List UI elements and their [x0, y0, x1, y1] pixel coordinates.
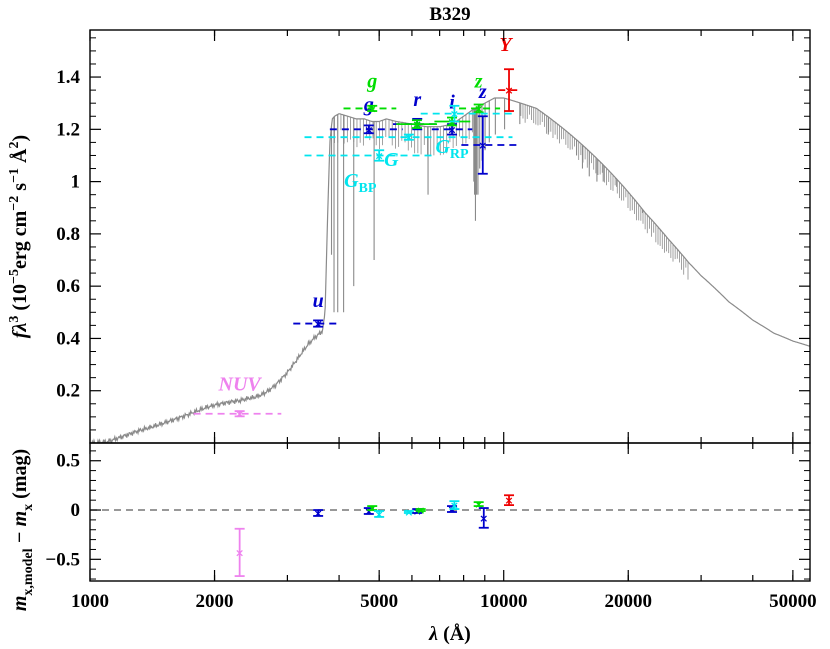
y-tick-label: 0.5 — [56, 451, 80, 472]
y-axis-label-bottom: mx,model − mx (mag) — [9, 449, 36, 611]
x-tick-label: 10000 — [480, 591, 528, 612]
chart-title: B329 — [429, 4, 470, 25]
x-tick-label: 20000 — [604, 591, 652, 612]
x-axis-label: λ (Å) — [428, 622, 471, 645]
data-point-marker: × — [478, 139, 487, 152]
data-point-marker: × — [314, 318, 323, 331]
y-axis-label-bottom-part: (mag) — [9, 449, 31, 504]
filter-label: GBP — [344, 170, 377, 196]
data-point-marker: × — [447, 123, 456, 136]
data-point-marker: × — [235, 408, 244, 421]
filter-label: i — [449, 91, 455, 113]
y-axis-label-bottom-part: − m — [9, 511, 31, 549]
y-axis-label-top-part: fλ — [9, 323, 31, 339]
y-tick-label: 0 — [71, 500, 81, 521]
y-axis-label-top-part: (10 — [9, 284, 31, 316]
y-tick-label: 0.8 — [56, 224, 80, 245]
filter-label-subscript: RP — [450, 147, 469, 162]
filter-label: Y — [499, 34, 513, 56]
x-axis-label-unit: (Å) — [438, 622, 471, 645]
data-point-marker: × — [504, 84, 513, 97]
y-axis-label-top-part: s — [9, 183, 31, 196]
y-axis-label-top-part: −1 — [7, 168, 22, 183]
y-axis-label-top-part: −2 — [7, 196, 22, 211]
y-tick-label: 1.4 — [56, 67, 80, 88]
filter-label-subscript: BP — [359, 181, 377, 196]
filter-label: z — [474, 71, 483, 93]
y-axis-label-top-part: 3 — [7, 316, 22, 323]
x-tick-label: 5000 — [360, 591, 398, 612]
data-point-marker: × — [314, 507, 323, 520]
data-point-marker: × — [450, 499, 459, 512]
x-tick-label: 50000 — [769, 591, 817, 612]
y-axis-label-top-part: 2 — [7, 141, 22, 148]
data-point-marker: × — [364, 123, 373, 136]
filter-label: NUV — [218, 374, 263, 396]
data-point-marker: × — [479, 512, 488, 525]
y-tick-label: −0.5 — [45, 549, 80, 570]
y-tick-label: 0.2 — [56, 381, 80, 402]
bottom-panel-frame — [89, 442, 811, 582]
data-point-marker: × — [416, 504, 425, 517]
data-point-marker: × — [404, 506, 413, 519]
data-point-marker: × — [412, 118, 421, 131]
residual-panel: ×××××××××××××−0.500.5 — [45, 442, 811, 582]
y-tick-label: 0.4 — [56, 328, 80, 349]
y-axis-label-bottom-part: m — [9, 596, 31, 612]
y-tick-label: 1.2 — [56, 119, 80, 140]
y-axis-label-top-part: erg cm — [9, 210, 31, 269]
data-point-marker: × — [368, 502, 377, 515]
y-tick-label: 1 — [71, 172, 81, 193]
data-point-marker: × — [474, 102, 483, 115]
y-axis-label-top-part: Å — [8, 148, 31, 168]
filter-label: z — [478, 81, 487, 103]
y-axis-label-top: fλ3 (10−5erg cm−2 s−1 Å2) — [7, 135, 31, 338]
data-point-marker: × — [450, 108, 459, 121]
data-point-marker: × — [375, 149, 384, 162]
filter-label: g — [366, 71, 377, 93]
data-point-marker: × — [404, 131, 413, 144]
filter-label: GRP — [435, 136, 469, 162]
filter-label: u — [313, 290, 324, 312]
data-point-marker: × — [235, 546, 244, 559]
filter-label: r — [413, 89, 421, 111]
y-axis-label-bottom-part: x — [21, 504, 36, 511]
data-point-marker: × — [375, 508, 384, 521]
data-point-marker: × — [504, 494, 513, 507]
x-axis-label-symbol: λ — [428, 623, 438, 645]
x-tick-label: 1000 — [71, 591, 109, 612]
filter-label-main: G — [344, 170, 359, 192]
data-point-marker: × — [364, 505, 373, 518]
y-tick-label: 0.6 — [56, 276, 80, 297]
data-point-marker: × — [368, 102, 377, 115]
y-axis-label-top-part: −5 — [7, 269, 22, 284]
y-axis-label-top-part: ) — [9, 135, 31, 142]
axis-labels: B329 1000 2000 5000 10000 20000 50000 λ (Å) fλ3 … — [7, 4, 817, 645]
sed-panel: ×NUV×u×g×r×i×z×g×××z×Y×GBP×G×GRP0.20.40.… — [56, 29, 811, 444]
filter-label-main: G — [435, 136, 450, 158]
x-tick-label: 2000 — [196, 591, 234, 612]
y-axis-label-bottom-part: x,model — [21, 548, 36, 595]
data-point-marker: × — [474, 498, 483, 511]
filter-label: G — [384, 149, 399, 171]
